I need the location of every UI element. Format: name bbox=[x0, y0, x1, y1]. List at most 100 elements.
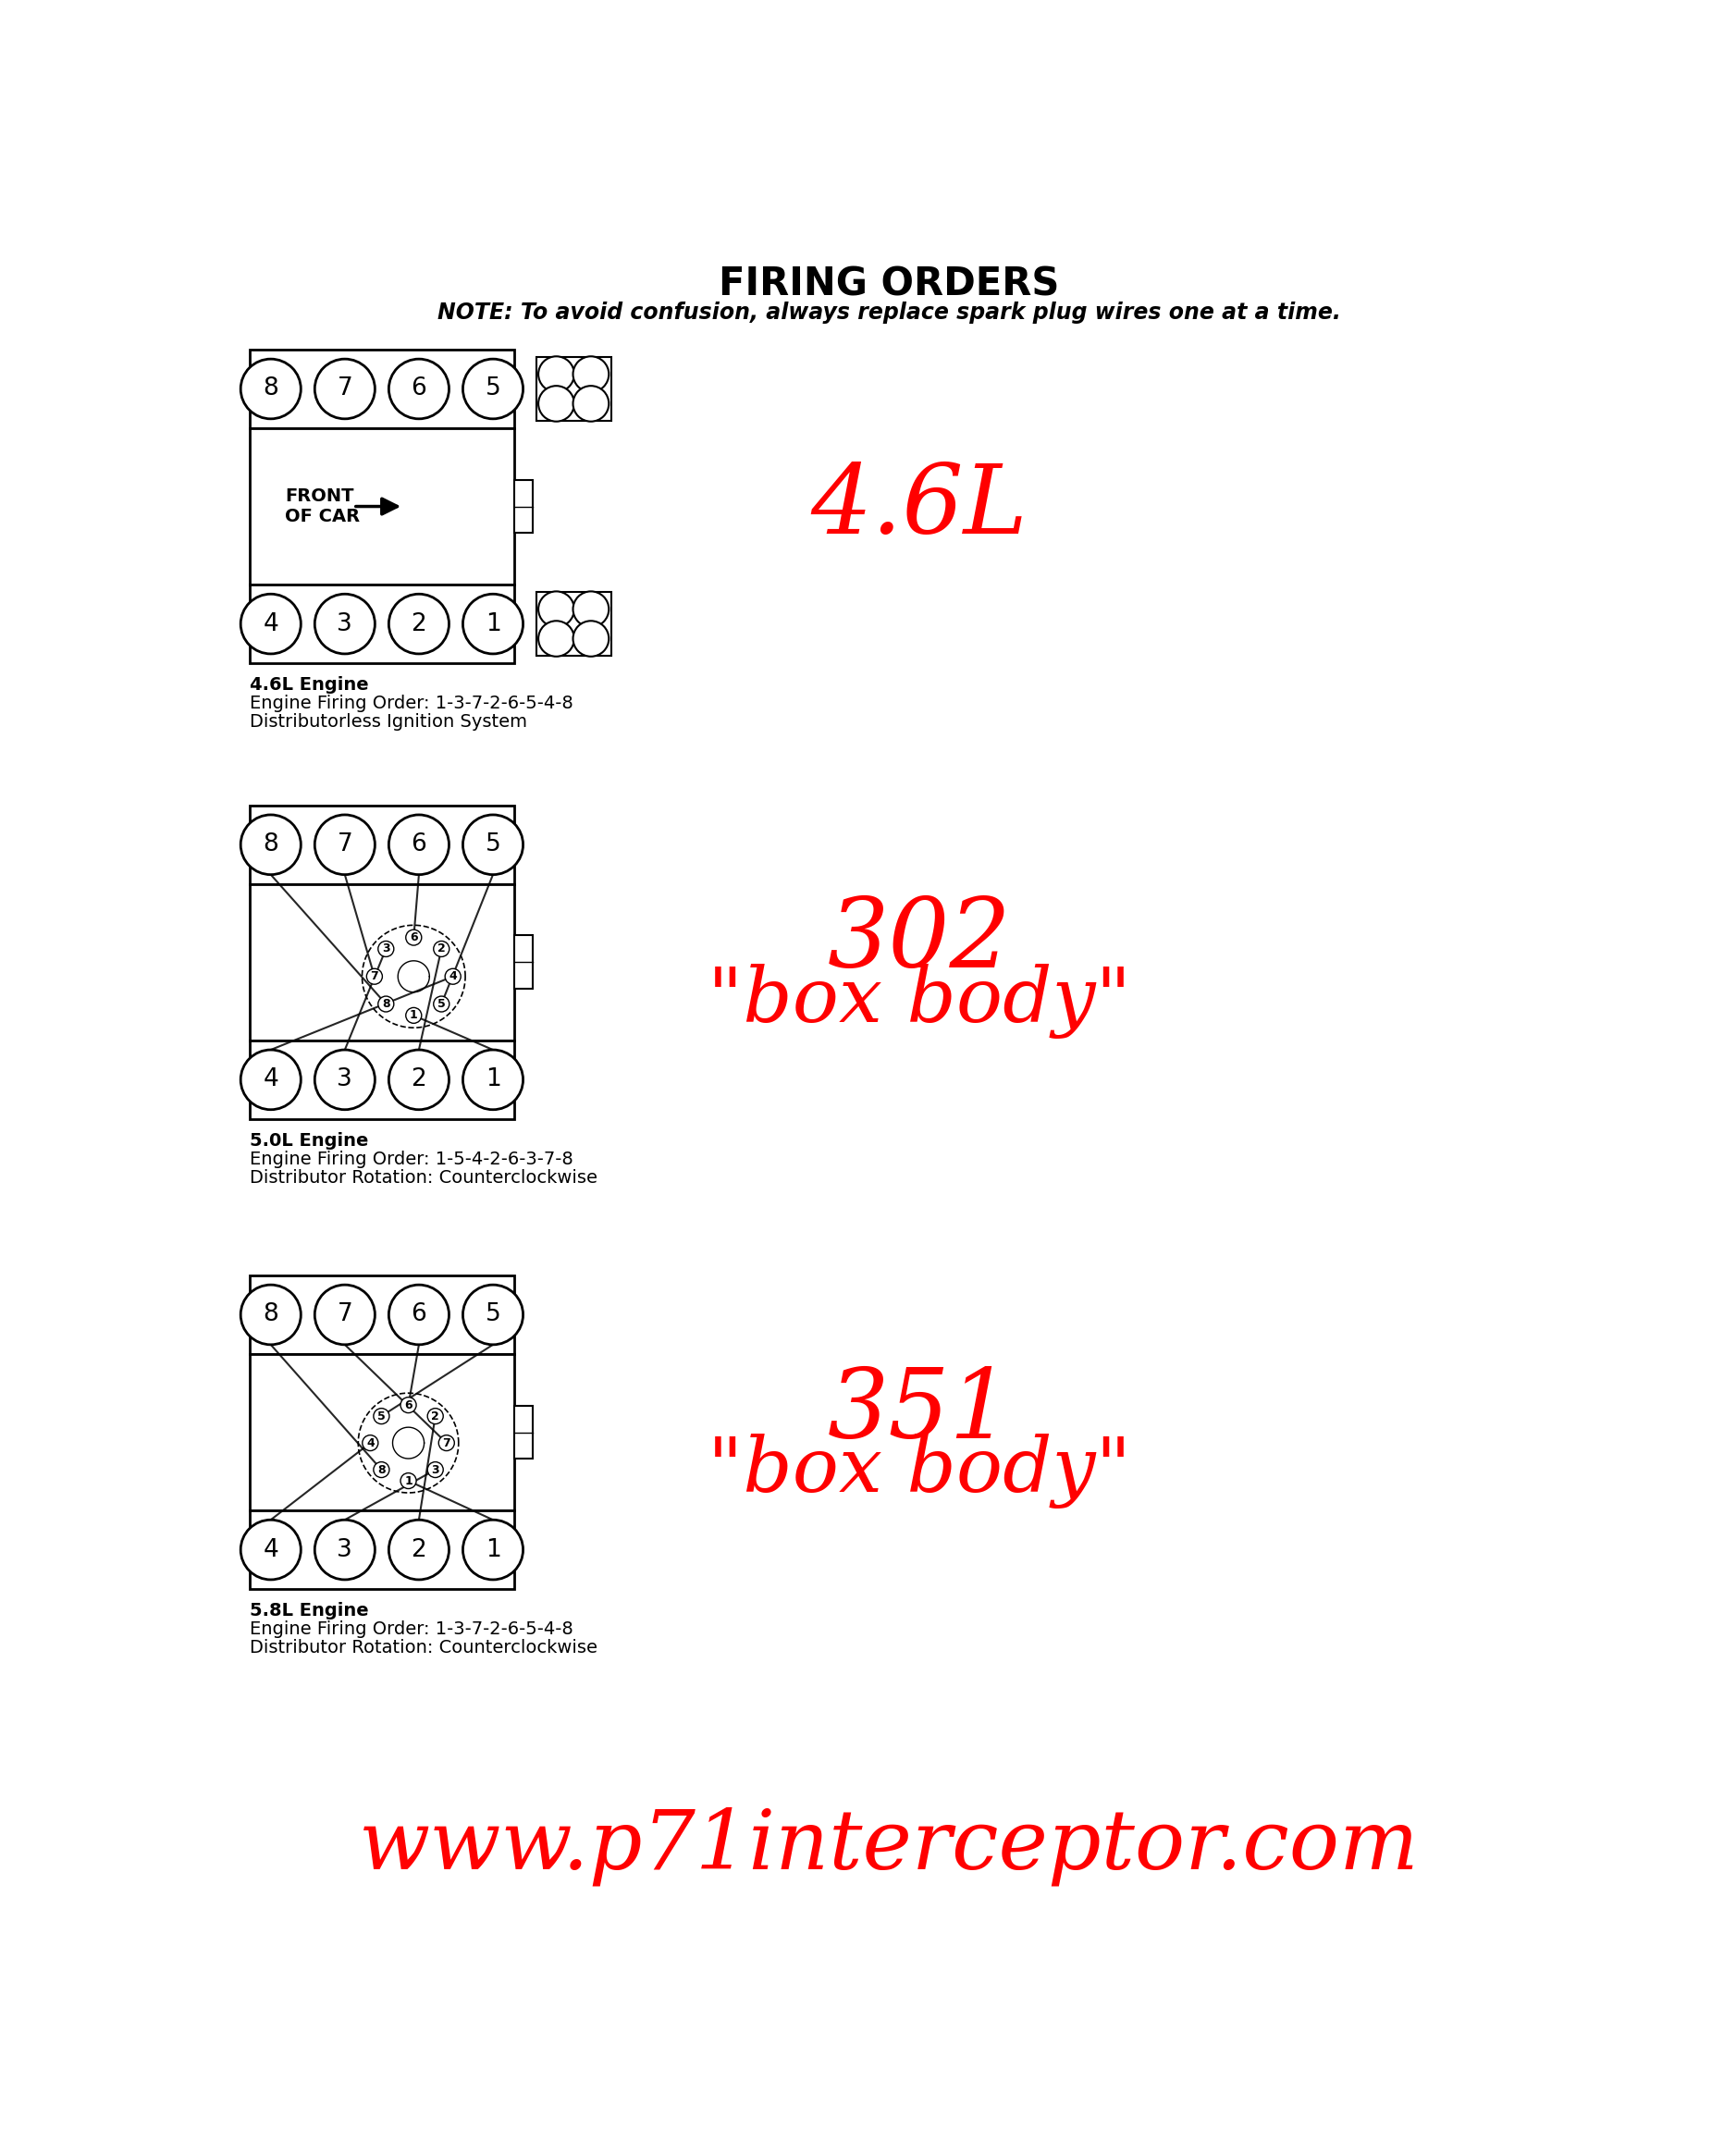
Text: FIRING ORDERS: FIRING ORDERS bbox=[719, 266, 1059, 304]
Text: 4.6L Engine: 4.6L Engine bbox=[250, 675, 368, 694]
Text: 7: 7 bbox=[337, 1303, 352, 1327]
Text: 5: 5 bbox=[377, 1410, 385, 1423]
Circle shape bbox=[373, 1462, 389, 1477]
Text: "box body": "box body" bbox=[708, 1434, 1132, 1509]
Circle shape bbox=[538, 386, 575, 422]
Circle shape bbox=[366, 969, 382, 984]
FancyBboxPatch shape bbox=[250, 585, 514, 662]
Circle shape bbox=[464, 1519, 523, 1579]
Circle shape bbox=[538, 356, 575, 392]
FancyBboxPatch shape bbox=[250, 429, 514, 585]
Text: 4: 4 bbox=[264, 1539, 278, 1562]
Circle shape bbox=[538, 621, 575, 656]
Text: 4: 4 bbox=[264, 613, 278, 636]
Text: 1: 1 bbox=[486, 1539, 500, 1562]
Text: Distributor Rotation: Counterclockwise: Distributor Rotation: Counterclockwise bbox=[250, 1168, 597, 1187]
Circle shape bbox=[406, 930, 422, 945]
FancyBboxPatch shape bbox=[250, 349, 514, 429]
Text: 6: 6 bbox=[411, 834, 427, 857]
Text: 351: 351 bbox=[828, 1363, 1012, 1457]
Text: 8: 8 bbox=[382, 999, 391, 1009]
Circle shape bbox=[378, 941, 394, 956]
Text: 3: 3 bbox=[431, 1464, 439, 1477]
Circle shape bbox=[464, 1050, 523, 1110]
Text: 2: 2 bbox=[431, 1410, 439, 1423]
Circle shape bbox=[464, 360, 523, 418]
FancyBboxPatch shape bbox=[250, 883, 514, 1041]
Circle shape bbox=[389, 1050, 450, 1110]
Circle shape bbox=[363, 1436, 378, 1451]
Circle shape bbox=[573, 591, 609, 628]
Circle shape bbox=[406, 1007, 422, 1022]
Text: 5: 5 bbox=[437, 999, 446, 1009]
FancyBboxPatch shape bbox=[250, 1275, 514, 1354]
Text: 8: 8 bbox=[264, 377, 278, 401]
Text: Engine Firing Order: 1-5-4-2-6-3-7-8: Engine Firing Order: 1-5-4-2-6-3-7-8 bbox=[250, 1151, 573, 1168]
Circle shape bbox=[241, 360, 300, 418]
Circle shape bbox=[434, 941, 450, 956]
Circle shape bbox=[389, 360, 450, 418]
FancyBboxPatch shape bbox=[250, 1041, 514, 1119]
Circle shape bbox=[314, 1519, 375, 1579]
Text: 8: 8 bbox=[264, 834, 278, 857]
Text: 1: 1 bbox=[410, 1009, 418, 1022]
Text: 1: 1 bbox=[486, 613, 500, 636]
Text: 2: 2 bbox=[411, 1539, 427, 1562]
Text: 5.8L Engine: 5.8L Engine bbox=[250, 1601, 368, 1620]
FancyBboxPatch shape bbox=[250, 1354, 514, 1511]
Text: 7: 7 bbox=[370, 971, 378, 981]
Text: OF CAR: OF CAR bbox=[285, 508, 359, 525]
Text: "box body": "box body" bbox=[708, 964, 1132, 1039]
FancyBboxPatch shape bbox=[536, 358, 611, 420]
Circle shape bbox=[314, 1286, 375, 1344]
Text: 3: 3 bbox=[337, 613, 352, 636]
Circle shape bbox=[241, 1286, 300, 1344]
Text: Distributorless Ignition System: Distributorless Ignition System bbox=[250, 714, 526, 731]
Text: 4: 4 bbox=[450, 971, 457, 981]
Text: 6: 6 bbox=[410, 932, 418, 943]
Circle shape bbox=[573, 621, 609, 656]
Circle shape bbox=[389, 1286, 450, 1344]
Circle shape bbox=[314, 1050, 375, 1110]
Text: 1: 1 bbox=[486, 1067, 500, 1091]
Text: 2: 2 bbox=[411, 613, 427, 636]
Text: Distributor Rotation: Counterclockwise: Distributor Rotation: Counterclockwise bbox=[250, 1639, 597, 1657]
Text: www.p71interceptor.com: www.p71interceptor.com bbox=[359, 1804, 1420, 1886]
Circle shape bbox=[573, 386, 609, 422]
Text: 302: 302 bbox=[828, 894, 1012, 988]
Text: 3: 3 bbox=[337, 1539, 352, 1562]
Circle shape bbox=[241, 594, 300, 654]
Circle shape bbox=[373, 1408, 389, 1423]
FancyBboxPatch shape bbox=[250, 1511, 514, 1588]
Circle shape bbox=[241, 1519, 300, 1579]
Text: NOTE: To avoid confusion, always replace spark plug wires one at a time.: NOTE: To avoid confusion, always replace… bbox=[437, 302, 1342, 324]
FancyBboxPatch shape bbox=[536, 591, 611, 656]
Text: 4.6L: 4.6L bbox=[811, 459, 1028, 553]
Text: 8: 8 bbox=[264, 1303, 278, 1327]
Circle shape bbox=[378, 996, 394, 1011]
FancyBboxPatch shape bbox=[514, 480, 533, 534]
Text: 3: 3 bbox=[337, 1067, 352, 1091]
Circle shape bbox=[573, 356, 609, 392]
Text: 7: 7 bbox=[337, 377, 352, 401]
Text: 6: 6 bbox=[411, 377, 427, 401]
Text: 5: 5 bbox=[486, 834, 500, 857]
Text: 1: 1 bbox=[404, 1474, 413, 1487]
Circle shape bbox=[241, 814, 300, 874]
Circle shape bbox=[314, 594, 375, 654]
Text: 2: 2 bbox=[411, 1067, 427, 1091]
Text: 6: 6 bbox=[411, 1303, 427, 1327]
Circle shape bbox=[464, 814, 523, 874]
Text: 2: 2 bbox=[437, 943, 446, 956]
Text: 3: 3 bbox=[382, 943, 391, 956]
Circle shape bbox=[427, 1462, 443, 1477]
Text: 6: 6 bbox=[404, 1399, 413, 1410]
Text: 5: 5 bbox=[486, 1303, 500, 1327]
Circle shape bbox=[389, 594, 450, 654]
Text: FRONT: FRONT bbox=[285, 489, 354, 506]
Text: 7: 7 bbox=[443, 1438, 451, 1449]
Circle shape bbox=[439, 1436, 455, 1451]
FancyBboxPatch shape bbox=[250, 806, 514, 883]
Circle shape bbox=[464, 1286, 523, 1344]
Text: 4: 4 bbox=[366, 1438, 375, 1449]
